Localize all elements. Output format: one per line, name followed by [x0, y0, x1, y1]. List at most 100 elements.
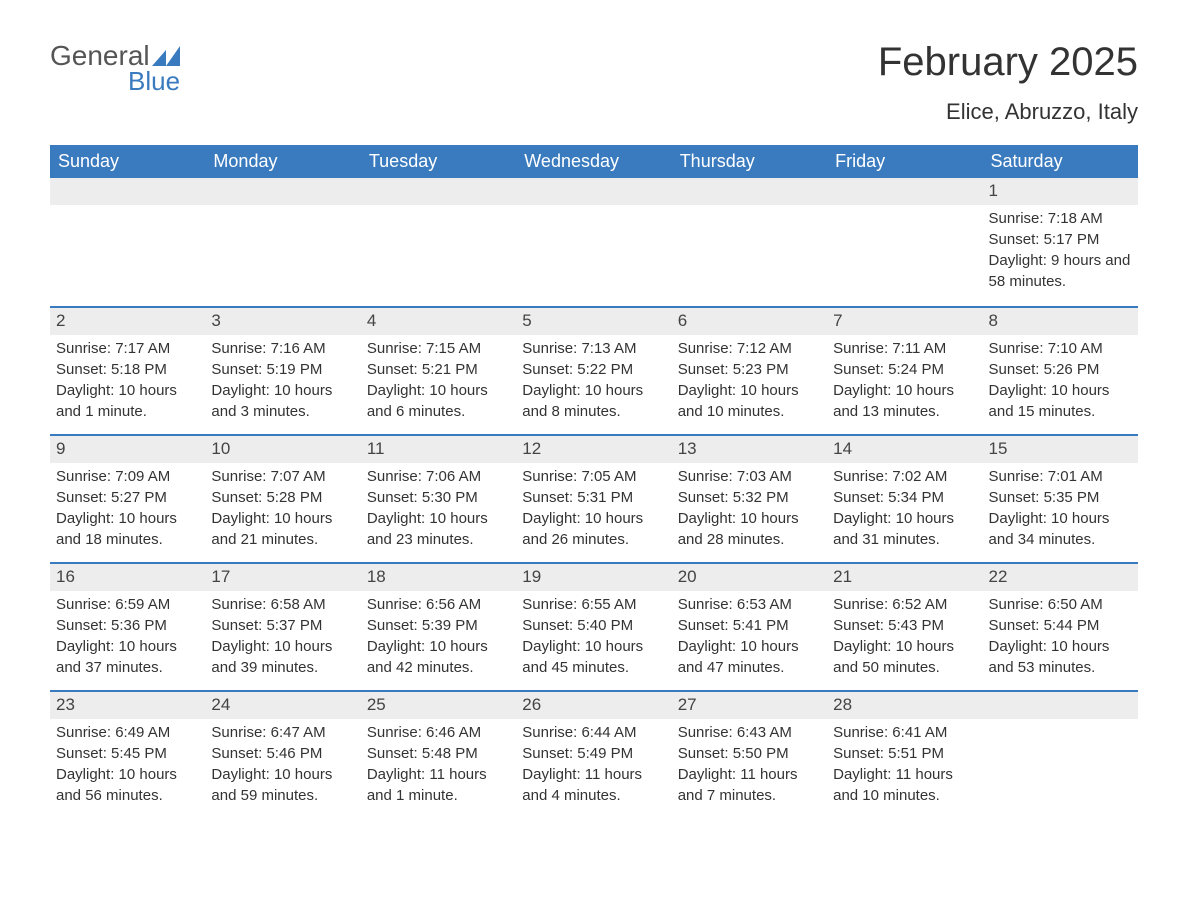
day-body: Sunrise: 7:18 AMSunset: 5:17 PMDaylight:… [983, 205, 1138, 301]
daylight-text: Daylight: 11 hours and 1 minute. [367, 765, 510, 806]
sunset-text: Sunset: 5:19 PM [211, 360, 354, 380]
calendar-day-cell: 16Sunrise: 6:59 AMSunset: 5:36 PMDayligh… [50, 562, 205, 690]
daylight-text: Daylight: 10 hours and 59 minutes. [211, 765, 354, 806]
calendar-day-cell: 1Sunrise: 7:18 AMSunset: 5:17 PMDaylight… [983, 178, 1138, 306]
calendar-day-cell: 4Sunrise: 7:15 AMSunset: 5:21 PMDaylight… [361, 306, 516, 434]
calendar-day-cell [516, 178, 671, 306]
day-number: 16 [50, 562, 205, 591]
daylight-text: Daylight: 11 hours and 4 minutes. [522, 765, 665, 806]
calendar-day-cell [983, 690, 1138, 818]
day-body: Sunrise: 6:43 AMSunset: 5:50 PMDaylight:… [672, 719, 827, 815]
day-number: 15 [983, 434, 1138, 463]
sunset-text: Sunset: 5:36 PM [56, 616, 199, 636]
day-number: 14 [827, 434, 982, 463]
day-body: Sunrise: 7:09 AMSunset: 5:27 PMDaylight:… [50, 463, 205, 559]
weekday-header: Wednesday [516, 145, 671, 178]
sunset-text: Sunset: 5:37 PM [211, 616, 354, 636]
daylight-text: Daylight: 10 hours and 56 minutes. [56, 765, 199, 806]
day-number [361, 178, 516, 205]
calendar-day-cell: 17Sunrise: 6:58 AMSunset: 5:37 PMDayligh… [205, 562, 360, 690]
logo-text-blue: Blue [128, 66, 180, 97]
calendar-week-row: 23Sunrise: 6:49 AMSunset: 5:45 PMDayligh… [50, 690, 1138, 818]
calendar-day-cell: 20Sunrise: 6:53 AMSunset: 5:41 PMDayligh… [672, 562, 827, 690]
sunrise-text: Sunrise: 7:11 AM [833, 339, 976, 359]
sunrise-text: Sunrise: 6:47 AM [211, 723, 354, 743]
weekday-header: Friday [827, 145, 982, 178]
sunset-text: Sunset: 5:44 PM [989, 616, 1132, 636]
calendar-day-cell: 5Sunrise: 7:13 AMSunset: 5:22 PMDaylight… [516, 306, 671, 434]
day-body: Sunrise: 7:17 AMSunset: 5:18 PMDaylight:… [50, 335, 205, 431]
day-body: Sunrise: 7:01 AMSunset: 5:35 PMDaylight:… [983, 463, 1138, 559]
day-body: Sunrise: 7:02 AMSunset: 5:34 PMDaylight:… [827, 463, 982, 559]
daylight-text: Daylight: 10 hours and 18 minutes. [56, 509, 199, 550]
daylight-text: Daylight: 10 hours and 50 minutes. [833, 637, 976, 678]
calendar-day-cell: 19Sunrise: 6:55 AMSunset: 5:40 PMDayligh… [516, 562, 671, 690]
daylight-text: Daylight: 10 hours and 8 minutes. [522, 381, 665, 422]
day-number: 6 [672, 306, 827, 335]
daylight-text: Daylight: 10 hours and 34 minutes. [989, 509, 1132, 550]
day-number: 24 [205, 690, 360, 719]
location-subtitle: Elice, Abruzzo, Italy [878, 99, 1138, 125]
day-number: 19 [516, 562, 671, 591]
sunrise-text: Sunrise: 6:55 AM [522, 595, 665, 615]
page-header: General Blue February 2025 Elice, Abruzz… [50, 40, 1138, 125]
calendar-week-row: 16Sunrise: 6:59 AMSunset: 5:36 PMDayligh… [50, 562, 1138, 690]
sunset-text: Sunset: 5:41 PM [678, 616, 821, 636]
day-number: 8 [983, 306, 1138, 335]
sunset-text: Sunset: 5:48 PM [367, 744, 510, 764]
daylight-text: Daylight: 10 hours and 6 minutes. [367, 381, 510, 422]
title-block: February 2025 Elice, Abruzzo, Italy [878, 40, 1138, 125]
calendar-day-cell: 10Sunrise: 7:07 AMSunset: 5:28 PMDayligh… [205, 434, 360, 562]
sunrise-text: Sunrise: 6:49 AM [56, 723, 199, 743]
calendar-day-cell: 14Sunrise: 7:02 AMSunset: 5:34 PMDayligh… [827, 434, 982, 562]
day-body: Sunrise: 6:41 AMSunset: 5:51 PMDaylight:… [827, 719, 982, 815]
weekday-header: Tuesday [361, 145, 516, 178]
month-title: February 2025 [878, 40, 1138, 85]
day-number: 12 [516, 434, 671, 463]
day-number: 21 [827, 562, 982, 591]
sunrise-text: Sunrise: 7:01 AM [989, 467, 1132, 487]
day-number: 27 [672, 690, 827, 719]
day-body: Sunrise: 6:53 AMSunset: 5:41 PMDaylight:… [672, 591, 827, 687]
calendar-day-cell: 21Sunrise: 6:52 AMSunset: 5:43 PMDayligh… [827, 562, 982, 690]
day-number: 5 [516, 306, 671, 335]
day-number [983, 690, 1138, 719]
day-number: 11 [361, 434, 516, 463]
sunset-text: Sunset: 5:51 PM [833, 744, 976, 764]
sunrise-text: Sunrise: 7:07 AM [211, 467, 354, 487]
calendar-day-cell: 22Sunrise: 6:50 AMSunset: 5:44 PMDayligh… [983, 562, 1138, 690]
calendar-day-cell: 27Sunrise: 6:43 AMSunset: 5:50 PMDayligh… [672, 690, 827, 818]
day-number: 20 [672, 562, 827, 591]
sunrise-text: Sunrise: 6:58 AM [211, 595, 354, 615]
sunset-text: Sunset: 5:45 PM [56, 744, 199, 764]
sunrise-text: Sunrise: 6:50 AM [989, 595, 1132, 615]
daylight-text: Daylight: 10 hours and 28 minutes. [678, 509, 821, 550]
day-number: 3 [205, 306, 360, 335]
day-number: 1 [983, 178, 1138, 205]
day-body: Sunrise: 6:55 AMSunset: 5:40 PMDaylight:… [516, 591, 671, 687]
day-body: Sunrise: 6:49 AMSunset: 5:45 PMDaylight:… [50, 719, 205, 815]
calendar-day-cell: 11Sunrise: 7:06 AMSunset: 5:30 PMDayligh… [361, 434, 516, 562]
daylight-text: Daylight: 10 hours and 47 minutes. [678, 637, 821, 678]
calendar-day-cell: 24Sunrise: 6:47 AMSunset: 5:46 PMDayligh… [205, 690, 360, 818]
day-body: Sunrise: 6:56 AMSunset: 5:39 PMDaylight:… [361, 591, 516, 687]
calendar-day-cell: 8Sunrise: 7:10 AMSunset: 5:26 PMDaylight… [983, 306, 1138, 434]
sunset-text: Sunset: 5:32 PM [678, 488, 821, 508]
daylight-text: Daylight: 10 hours and 39 minutes. [211, 637, 354, 678]
day-body: Sunrise: 6:59 AMSunset: 5:36 PMDaylight:… [50, 591, 205, 687]
daylight-text: Daylight: 10 hours and 3 minutes. [211, 381, 354, 422]
daylight-text: Daylight: 10 hours and 31 minutes. [833, 509, 976, 550]
calendar-day-cell: 2Sunrise: 7:17 AMSunset: 5:18 PMDaylight… [50, 306, 205, 434]
daylight-text: Daylight: 9 hours and 58 minutes. [989, 251, 1132, 292]
day-number: 4 [361, 306, 516, 335]
daylight-text: Daylight: 10 hours and 45 minutes. [522, 637, 665, 678]
daylight-text: Daylight: 10 hours and 13 minutes. [833, 381, 976, 422]
daylight-text: Daylight: 11 hours and 7 minutes. [678, 765, 821, 806]
weekday-header: Monday [205, 145, 360, 178]
sunset-text: Sunset: 5:35 PM [989, 488, 1132, 508]
calendar-day-cell: 3Sunrise: 7:16 AMSunset: 5:19 PMDaylight… [205, 306, 360, 434]
day-body: Sunrise: 7:11 AMSunset: 5:24 PMDaylight:… [827, 335, 982, 431]
sunrise-text: Sunrise: 7:06 AM [367, 467, 510, 487]
daylight-text: Daylight: 11 hours and 10 minutes. [833, 765, 976, 806]
sunrise-text: Sunrise: 6:41 AM [833, 723, 976, 743]
